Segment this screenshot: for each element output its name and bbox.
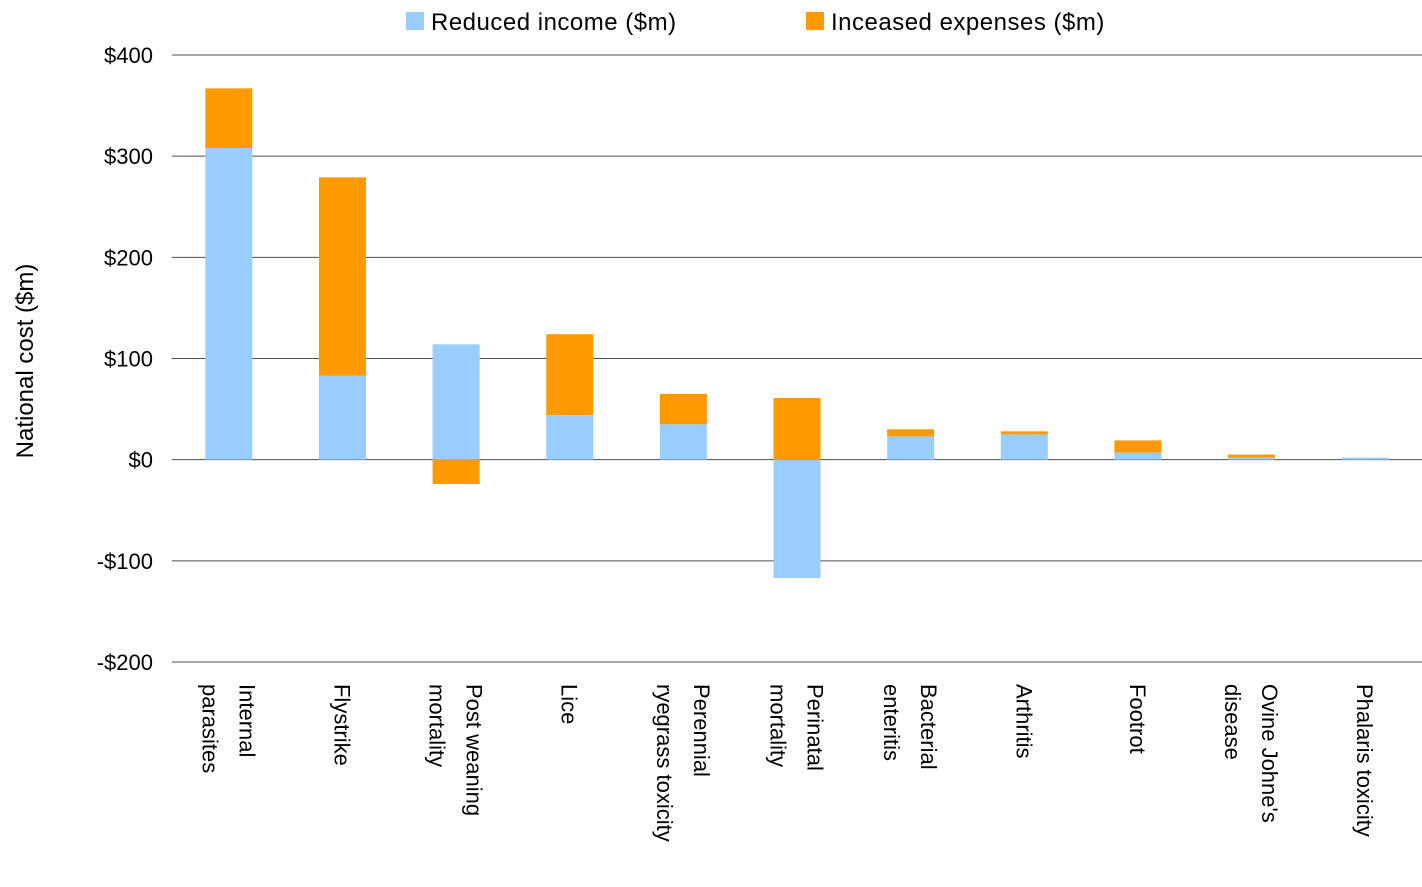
category-label: ryegrass toxicity	[652, 684, 677, 842]
category-label: Bacterial	[916, 684, 941, 770]
legend: Reduced income ($m) Inceased expenses ($…	[406, 9, 1105, 36]
bars	[205, 88, 1389, 579]
category-labels: Internal parasites Flystrike Post weaning mo…	[197, 684, 1377, 842]
category-label: Perinatal	[803, 684, 828, 771]
category-label: disease	[1220, 684, 1245, 760]
category-label: Footrot	[1125, 684, 1150, 754]
category-label: Flystrike	[329, 684, 354, 766]
y-tick-label: $0	[129, 448, 153, 473]
category-label: Ovine Johne's	[1257, 684, 1282, 823]
category-label: mortality	[425, 684, 450, 767]
bar-increased-expenses	[1000, 431, 1048, 435]
category-label: parasites	[197, 684, 222, 773]
legend-swatch-increased-expenses	[806, 12, 824, 30]
bar-increased-expenses	[1114, 440, 1162, 453]
bar-reduced-income	[887, 436, 935, 460]
bar-increased-expenses	[432, 459, 480, 484]
category-label: Arthritis	[1011, 684, 1036, 759]
category-label: Phalaris toxicity	[1352, 684, 1377, 837]
bar-reduced-income	[546, 415, 594, 460]
bar-reduced-income	[773, 459, 821, 579]
y-tick-label: $400	[104, 43, 153, 68]
y-axis-title: National cost ($m)	[12, 264, 39, 459]
category-label: Internal	[234, 684, 259, 757]
legend-label-increased-expenses: Inceased expenses ($m)	[831, 9, 1105, 36]
category-label: Perennial	[689, 684, 714, 777]
category-label: Post weaning	[462, 684, 487, 816]
category-label: Lice	[557, 684, 582, 724]
y-axis-tick-labels: $400 $300 $200 $100 $0 -$100 -$200	[97, 43, 153, 675]
bar-increased-expenses	[887, 429, 935, 437]
bar-reduced-income	[318, 375, 366, 460]
y-tick-label: -$100	[97, 549, 153, 574]
y-tick-label: -$200	[97, 650, 153, 675]
bar-reduced-income	[1341, 457, 1389, 460]
bar-increased-expenses	[659, 393, 707, 425]
y-tick-label: $300	[104, 144, 153, 169]
legend-label-reduced-income: Reduced income ($m)	[431, 9, 677, 36]
bar-increased-expenses	[773, 397, 821, 460]
bar-increased-expenses	[318, 177, 366, 376]
bar-reduced-income	[659, 424, 707, 460]
bar-increased-expenses	[546, 334, 594, 416]
bar-reduced-income	[1000, 434, 1048, 460]
bar-increased-expenses	[205, 88, 253, 149]
bar-reduced-income	[205, 148, 253, 460]
legend-swatch-reduced-income	[406, 12, 424, 30]
y-tick-label: $100	[104, 347, 153, 372]
bar-increased-expenses	[1228, 454, 1276, 458]
category-label: enteritis	[879, 684, 904, 761]
category-label: mortality	[766, 684, 791, 767]
bar-reduced-income	[432, 344, 480, 460]
y-tick-label: $200	[104, 245, 153, 270]
bar-reduced-income	[1114, 452, 1162, 460]
bar-reduced-income	[1228, 457, 1276, 460]
